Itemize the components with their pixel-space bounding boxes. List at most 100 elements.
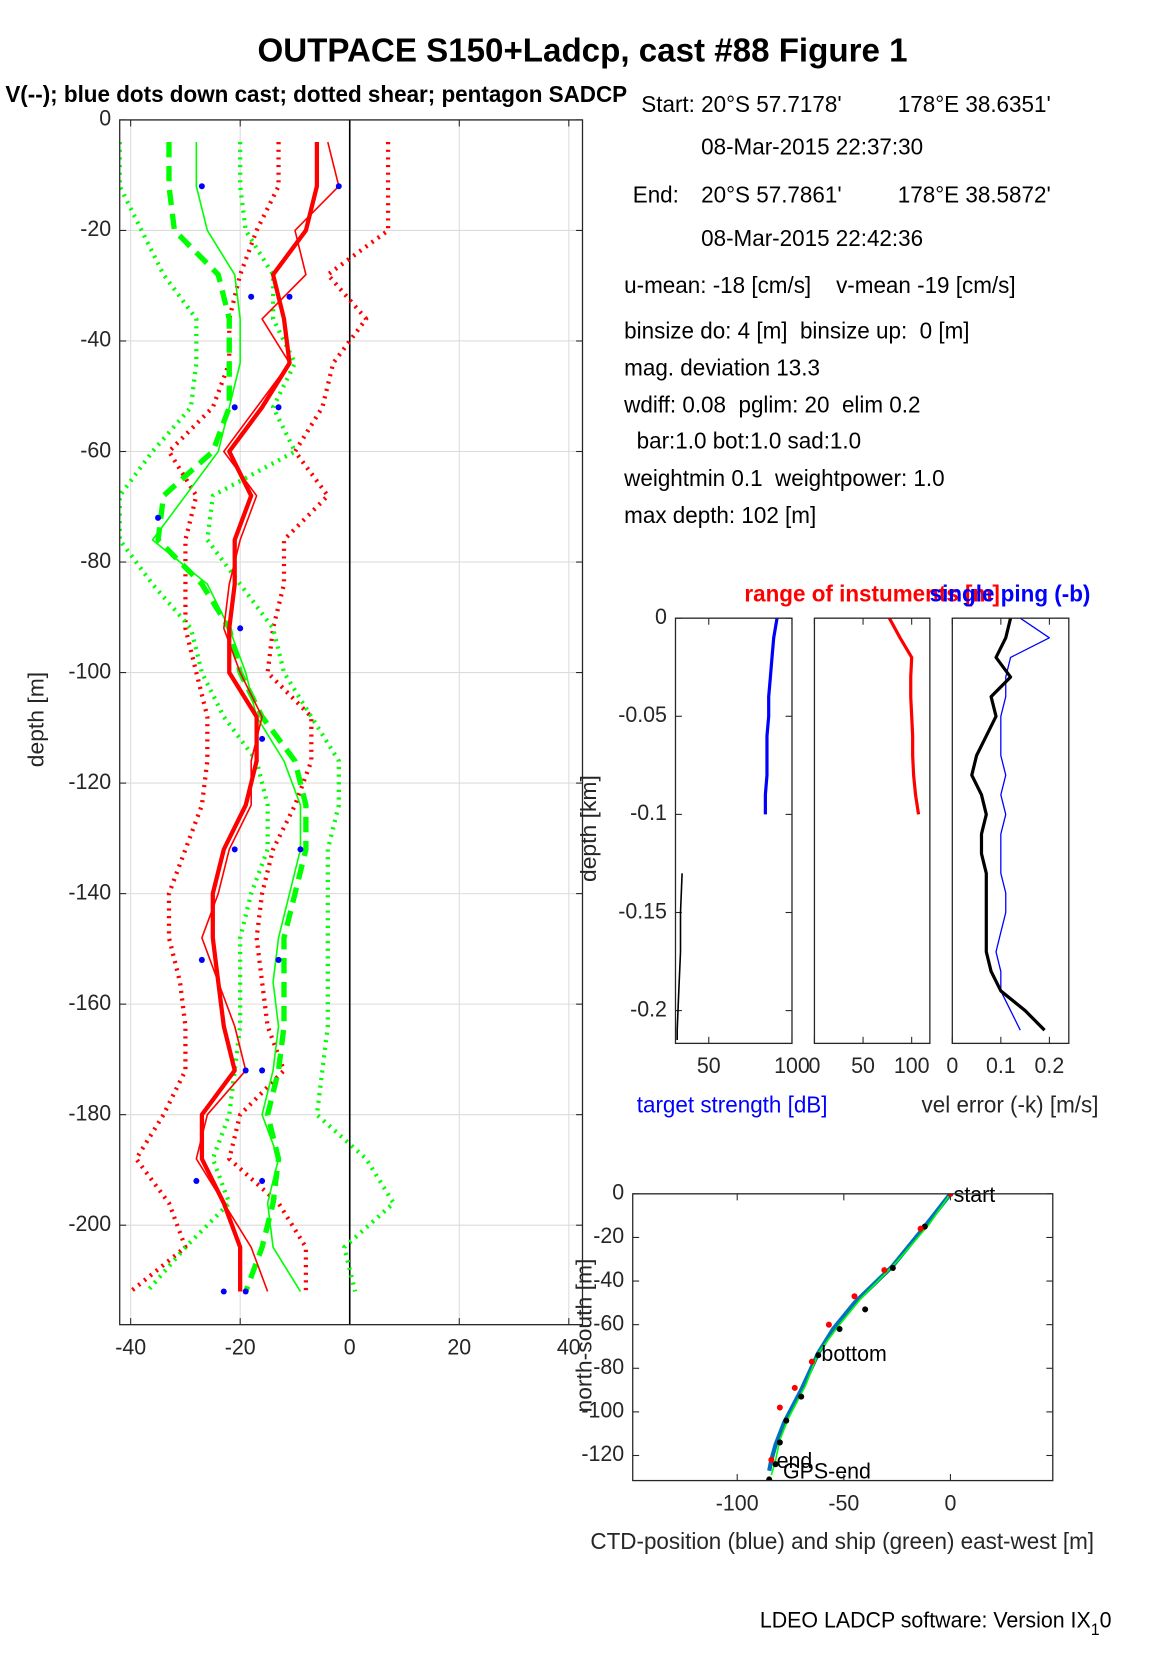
data-point <box>776 1439 783 1446</box>
y-tick-label: -0.2 <box>630 996 667 1021</box>
data-point <box>193 1177 200 1185</box>
data-point <box>286 293 293 300</box>
annotation: 20°S 57.7178' <box>701 91 841 117</box>
x-axis-label: target strength [dB] <box>637 1091 828 1117</box>
data-point <box>297 846 304 853</box>
data-point <box>259 1067 266 1074</box>
series-line <box>995 618 1050 1031</box>
data-point <box>231 846 238 853</box>
annotation: End: <box>633 181 679 207</box>
axes-frame <box>632 1193 1054 1482</box>
x-tick-label: 0 <box>946 1053 958 1078</box>
data-point <box>917 1225 924 1232</box>
x-tick-label: -100 <box>716 1490 759 1515</box>
data-point <box>851 1293 858 1300</box>
data-point <box>783 1417 790 1424</box>
y-tick-label: -200 <box>68 1211 111 1236</box>
annotation: 20°S 57.7861' <box>701 181 841 207</box>
plot-area <box>632 1193 1053 1481</box>
data-point <box>275 404 282 411</box>
annotation: binsize do: 4 [m] binsize up: 0 [m] <box>624 317 969 343</box>
axes-frame <box>119 119 584 1326</box>
y-tick-label: -160 <box>68 990 111 1015</box>
y-tick-label: -40 <box>593 1267 624 1292</box>
data-point <box>335 183 342 190</box>
y-tick-label: -100 <box>68 658 111 683</box>
annotation: 08-Mar-2015 22:37:30 <box>701 133 923 159</box>
series-line <box>129 142 281 1294</box>
y-tick-label: 0 <box>612 1179 624 1204</box>
plot-area <box>814 618 930 1044</box>
data-point <box>198 956 205 963</box>
data-point <box>155 514 162 521</box>
x-axis-label: CTD-position (blue) and ship (green) eas… <box>590 1528 1094 1554</box>
figure-subtitle: V(--); blue dots down cast; dotted shear… <box>5 81 627 107</box>
y-tick-label: -40 <box>80 327 111 352</box>
x-tick-label: 0.1 <box>986 1053 1016 1078</box>
data-point <box>862 1306 869 1313</box>
y-tick-label: -80 <box>593 1354 624 1379</box>
data-point <box>947 1193 954 1197</box>
data-point <box>259 1177 266 1185</box>
series-line <box>676 873 683 1040</box>
footer: LDEO LADCP software: Version IX10 <box>760 1607 1112 1640</box>
y-tick-label: -80 <box>80 548 111 573</box>
annotation: u-mean: -18 [cm/s] v-mean -19 [cm/s] <box>624 272 1015 298</box>
annotation: bar:1.0 bot:1.0 sad:1.0 <box>624 427 861 453</box>
annotation: mag. deviation 13.3 <box>624 354 820 380</box>
data-point <box>198 183 205 190</box>
y-tick-label: -60 <box>80 437 111 462</box>
data-point <box>791 1384 798 1391</box>
data-point <box>248 293 255 300</box>
panel-title: range of instuments [m] <box>744 580 999 606</box>
data-point <box>768 1456 775 1463</box>
series-line <box>887 618 921 815</box>
panel-title: single ping (-b) <box>930 580 1091 606</box>
x-tick-label: 0 <box>808 1053 820 1078</box>
y-tick-label: 0 <box>655 604 667 629</box>
x-tick-label: 0 <box>944 1490 956 1515</box>
series-group <box>676 618 779 1040</box>
data-point <box>259 735 266 742</box>
annotation: 178°E 38.5872' <box>898 181 1051 207</box>
axes-frame <box>951 617 1070 1045</box>
y-tick-label: -0.1 <box>630 800 667 825</box>
y-tick-label: -0.15 <box>618 898 667 923</box>
data-point <box>776 1404 783 1411</box>
data-point <box>275 956 282 963</box>
point-label: GPS-end <box>783 1459 871 1484</box>
y-axis-label: depth [m] <box>23 672 49 767</box>
series-group <box>119 141 396 1295</box>
axes-frame <box>674 617 793 1045</box>
data-point <box>889 1264 896 1272</box>
axes-frame <box>813 617 931 1045</box>
x-tick-label: 20 <box>447 1334 471 1359</box>
y-axis-label: north-south [m] <box>571 1259 597 1413</box>
annotation: wdiff: 0.08 pglim: 20 elim 0.2 <box>623 392 920 418</box>
plot-area <box>675 618 792 1044</box>
series-group <box>970 618 1050 1032</box>
data-point <box>881 1267 888 1274</box>
y-tick-label: -20 <box>80 216 111 241</box>
x-tick-label: -40 <box>115 1334 146 1359</box>
annotation: 08-Mar-2015 22:42:36 <box>701 225 923 251</box>
data-point <box>836 1325 843 1333</box>
x-tick-label: -50 <box>828 1490 859 1515</box>
footer-text: LDEO LADCP software: Version IX <box>760 1607 1091 1632</box>
y-tick-label: -140 <box>68 879 111 904</box>
x-tick-label: 0.2 <box>1035 1053 1065 1078</box>
data-point <box>237 625 244 632</box>
figure-title: OUTPACE S150+Ladcp, cast #88 Figure 1 <box>257 32 907 69</box>
point-label: end <box>777 1448 813 1473</box>
x-tick-label: 50 <box>851 1053 875 1078</box>
y-tick-label: -100 <box>581 1397 624 1422</box>
y-axis-label: depth [km] <box>575 775 601 882</box>
x-tick-label: 40 <box>557 1334 581 1359</box>
x-tick-label: 100 <box>774 1053 810 1078</box>
data-point <box>815 1352 822 1359</box>
data-point <box>772 1461 779 1468</box>
footer-sub: 1 <box>1091 1621 1100 1639</box>
annotation: Start: <box>641 91 695 117</box>
annotation: weightmin 0.1 weightpower: 1.0 <box>623 465 944 491</box>
